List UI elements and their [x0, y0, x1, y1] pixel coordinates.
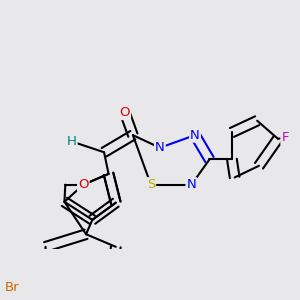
Text: N: N [190, 129, 200, 142]
Text: O: O [78, 178, 88, 191]
Text: N: N [187, 178, 196, 191]
Text: F: F [281, 131, 289, 144]
Text: Br: Br [5, 281, 20, 294]
Text: O: O [119, 106, 130, 119]
Text: S: S [147, 178, 155, 191]
Text: N: N [155, 141, 165, 154]
Text: H: H [67, 135, 76, 148]
